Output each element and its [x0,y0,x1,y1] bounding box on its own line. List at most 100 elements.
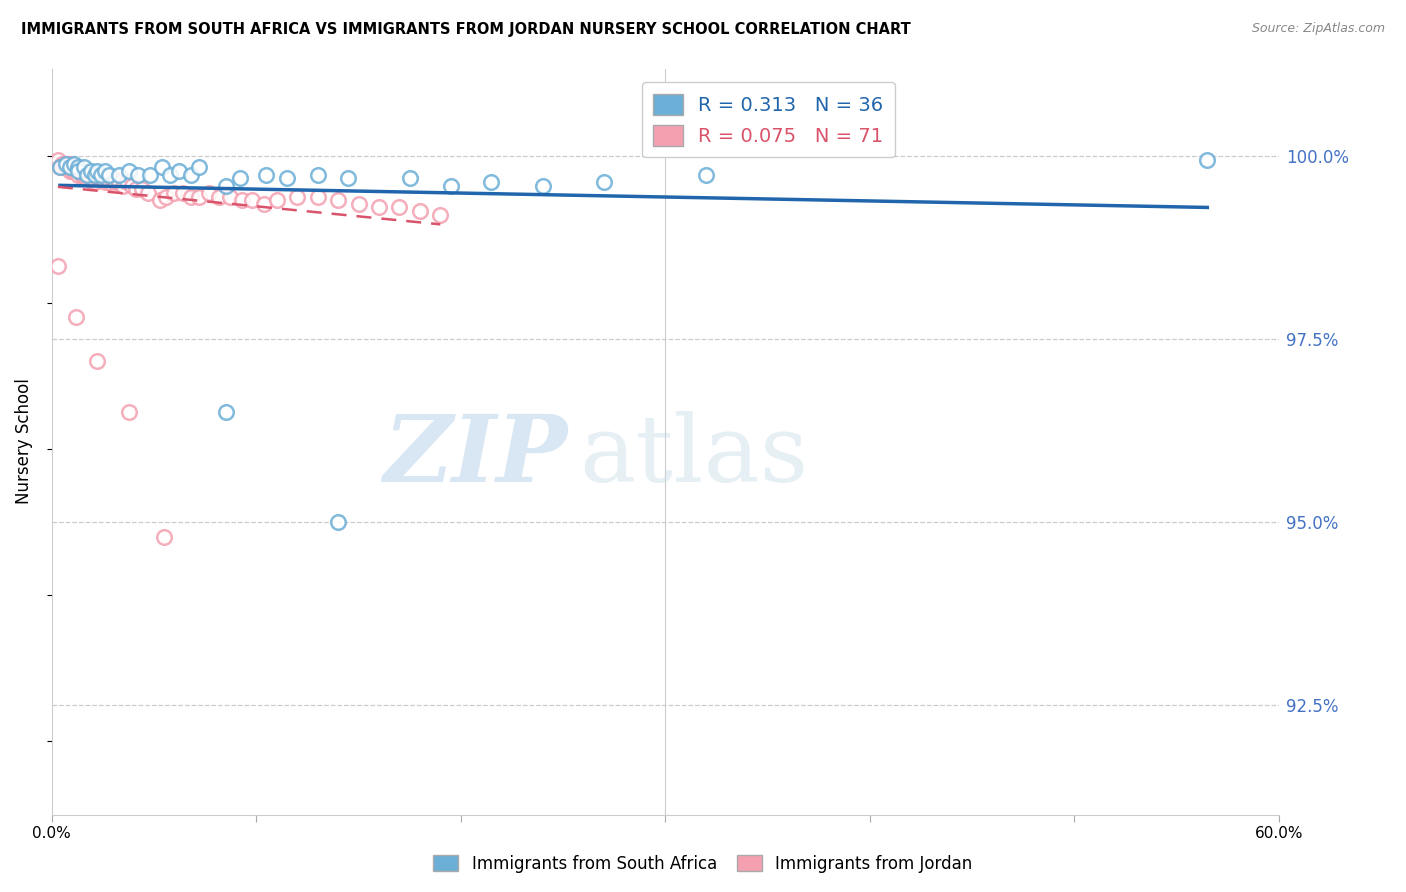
Point [307,189,329,203]
Point [150,161,173,175]
Point [276,171,298,186]
Point [79,171,101,186]
Point [55,161,77,175]
Point [155,189,177,203]
Point [65,310,87,325]
Point [60,161,83,175]
Point [94,175,117,189]
Point [59,161,82,175]
Point [101,171,124,186]
Point [98,175,121,189]
Point [82,168,104,182]
Point [73,168,96,182]
Point [117,175,139,189]
Point [79,168,101,182]
Point [167,164,190,178]
Point [531,178,554,193]
Point [73,164,96,178]
Point [136,186,159,200]
Point [214,178,236,193]
Point [72,168,94,182]
Point [100,171,122,186]
Point [94,164,117,178]
Point [56,161,79,175]
Point [67,164,90,178]
Point [67,164,90,178]
Point [67,168,90,182]
Point [108,168,131,182]
Point [163,186,186,200]
Point [76,171,98,186]
Point [73,161,96,175]
Point [188,161,211,175]
Point [368,201,391,215]
Point [337,171,360,186]
Point [87,171,110,186]
Point [67,161,90,175]
Point [347,197,370,211]
Point [326,193,349,207]
Point [91,171,114,186]
Point [63,161,86,175]
Point [1197,153,1219,167]
Point [481,175,503,189]
Point [49,161,72,175]
Point [218,189,240,203]
Point [131,182,153,196]
Point [82,175,104,189]
Point [56,156,79,170]
Point [409,204,432,219]
Point [266,193,288,207]
Point [46,259,69,273]
Point [153,530,176,544]
Point [72,164,94,178]
Point [90,168,112,182]
Point [285,189,308,203]
Point [79,164,101,178]
Legend: R = 0.313   N = 36, R = 0.075   N = 71: R = 0.313 N = 36, R = 0.075 N = 71 [641,82,894,157]
Point [90,171,112,186]
Point [429,208,451,222]
Point [231,193,253,207]
Point [53,156,76,170]
Legend: Immigrants from South Africa, Immigrants from Jordan: Immigrants from South Africa, Immigrants… [427,848,979,880]
Point [188,189,211,203]
Point [76,168,98,182]
Point [695,168,717,182]
Point [86,164,108,178]
Point [307,168,329,182]
Point [46,153,69,167]
Point [63,156,86,170]
Point [127,168,149,182]
Point [214,405,236,419]
Point [65,161,87,175]
Point [76,168,98,182]
Text: IMMIGRANTS FROM SOUTH AFRICA VS IMMIGRANTS FROM JORDAN NURSERY SCHOOL CORRELATIO: IMMIGRANTS FROM SOUTH AFRICA VS IMMIGRAN… [21,22,911,37]
Point [139,168,162,182]
Point [388,201,411,215]
Text: ZIP: ZIP [382,411,567,501]
Point [51,156,73,170]
Point [104,175,127,189]
Point [159,168,181,182]
Point [112,178,135,193]
Point [398,171,420,186]
Point [240,193,263,207]
Point [98,168,121,182]
Point [65,164,87,178]
Point [180,189,202,203]
Point [229,171,252,186]
Point [593,175,616,189]
Point [59,156,82,170]
Point [256,168,278,182]
Point [60,164,83,178]
Point [83,175,105,189]
Point [198,186,221,200]
Text: atlas: atlas [579,411,808,501]
Point [253,197,276,211]
Point [124,182,146,196]
Point [83,168,105,182]
Point [208,189,231,203]
Point [439,178,461,193]
Point [172,186,194,200]
